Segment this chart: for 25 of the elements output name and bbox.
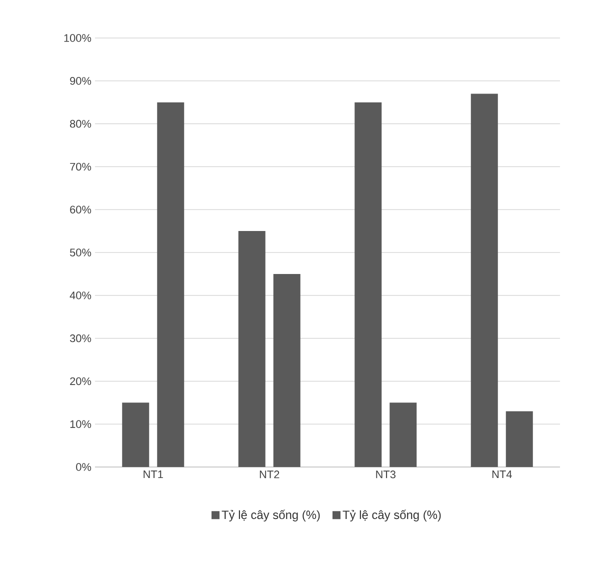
y-tick-label: 100%: [64, 34, 92, 42]
bar: [470, 94, 498, 467]
y-tick-label: 30%: [70, 334, 92, 342]
bar: [238, 231, 266, 467]
x-tick-label: NT1: [144, 470, 163, 478]
x-tick-label: NT2: [260, 470, 280, 478]
bar: [273, 274, 300, 467]
y-tick-label: 70%: [70, 162, 92, 171]
y-tick-label: 90%: [70, 77, 92, 85]
x-tick-label: NT4: [492, 470, 512, 478]
y-tick-label: 60%: [70, 206, 92, 214]
y-tick-label: 0%: [76, 463, 92, 471]
y-tick-label: 80%: [70, 120, 92, 128]
legend-label: Tỷ lệ cây sống (%): [222, 510, 320, 522]
bar: [354, 102, 382, 467]
y-tick-label: 20%: [70, 377, 92, 386]
y-tick-label: 50%: [70, 248, 92, 256]
bar: [157, 102, 184, 467]
legend-label: Tỷ lệ cây sống (%): [342, 510, 441, 522]
y-tick-label: 40%: [70, 292, 92, 300]
bar: [122, 402, 150, 467]
bar: [506, 411, 533, 467]
x-tick-label: NT3: [376, 470, 396, 478]
bar: [390, 402, 417, 467]
y-tick-label: 10%: [70, 420, 92, 428]
